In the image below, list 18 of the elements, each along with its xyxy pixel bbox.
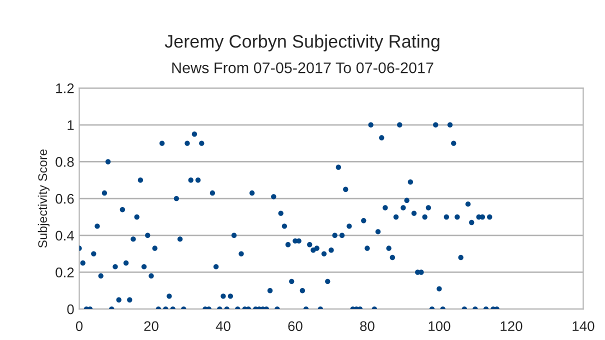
x-tick-label: 40: [216, 321, 230, 332]
y-tick-label: 1: [68, 120, 74, 130]
y-tick-label: 0.4: [56, 230, 74, 241]
y-tick-label: 0: [67, 304, 74, 314]
x-tick-label: 0: [76, 321, 83, 332]
x-tick-label: 140: [572, 321, 594, 332]
x-tick-label: 80: [360, 321, 374, 332]
chart-title: Jeremy Corbyn Subjectivity Rating: [164, 34, 440, 52]
x-tick-label: 60: [288, 321, 302, 332]
y-tick-label: 0.6: [56, 194, 74, 204]
y-tick-label: 0.2: [56, 268, 74, 278]
chart-subtitle: News From 07-05-2017 To 07-06-2017: [172, 62, 434, 74]
x-tick-label: 120: [500, 321, 522, 332]
y-tick-label: 0.8: [56, 157, 74, 167]
x-tick-label: 100: [428, 321, 450, 332]
y-axis-title: Subjectivity Score: [38, 149, 50, 248]
x-tick-label: 20: [144, 321, 158, 332]
y-tick-label: 1.2: [56, 83, 74, 94]
